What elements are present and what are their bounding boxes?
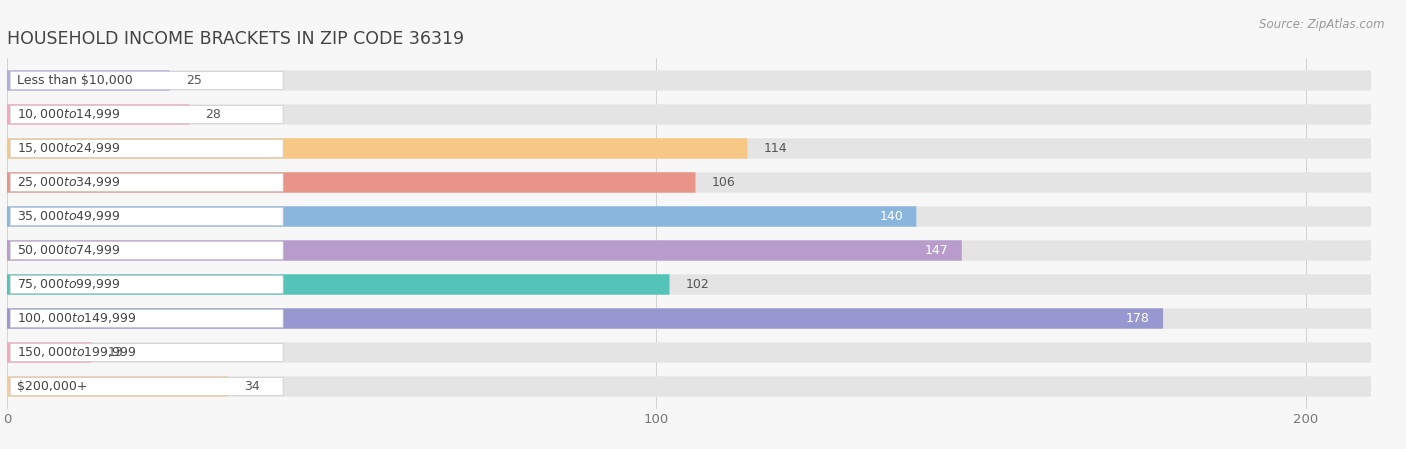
FancyBboxPatch shape bbox=[10, 140, 283, 157]
FancyBboxPatch shape bbox=[10, 72, 283, 89]
FancyBboxPatch shape bbox=[7, 70, 1371, 91]
FancyBboxPatch shape bbox=[7, 70, 170, 91]
Text: 106: 106 bbox=[711, 176, 735, 189]
FancyBboxPatch shape bbox=[7, 206, 917, 227]
Text: 28: 28 bbox=[205, 108, 221, 121]
Text: 140: 140 bbox=[880, 210, 903, 223]
FancyBboxPatch shape bbox=[7, 376, 228, 396]
Text: $150,000 to $199,999: $150,000 to $199,999 bbox=[17, 345, 136, 360]
Text: Source: ZipAtlas.com: Source: ZipAtlas.com bbox=[1260, 18, 1385, 31]
FancyBboxPatch shape bbox=[7, 138, 748, 158]
FancyBboxPatch shape bbox=[7, 376, 1371, 396]
Text: $25,000 to $34,999: $25,000 to $34,999 bbox=[17, 176, 121, 189]
Text: 13: 13 bbox=[108, 346, 124, 359]
Text: $200,000+: $200,000+ bbox=[17, 380, 87, 393]
FancyBboxPatch shape bbox=[7, 342, 91, 363]
FancyBboxPatch shape bbox=[7, 172, 696, 193]
FancyBboxPatch shape bbox=[10, 310, 283, 327]
Text: $75,000 to $99,999: $75,000 to $99,999 bbox=[17, 277, 121, 291]
FancyBboxPatch shape bbox=[7, 206, 1371, 227]
FancyBboxPatch shape bbox=[7, 240, 1371, 261]
Text: 178: 178 bbox=[1126, 312, 1150, 325]
Text: $10,000 to $14,999: $10,000 to $14,999 bbox=[17, 107, 121, 122]
FancyBboxPatch shape bbox=[7, 274, 1371, 295]
Text: 34: 34 bbox=[245, 380, 260, 393]
FancyBboxPatch shape bbox=[7, 172, 1371, 193]
Text: 147: 147 bbox=[925, 244, 949, 257]
FancyBboxPatch shape bbox=[10, 106, 283, 123]
FancyBboxPatch shape bbox=[10, 343, 283, 361]
FancyBboxPatch shape bbox=[10, 242, 283, 260]
Text: $50,000 to $74,999: $50,000 to $74,999 bbox=[17, 243, 121, 257]
FancyBboxPatch shape bbox=[7, 240, 962, 261]
Text: $15,000 to $24,999: $15,000 to $24,999 bbox=[17, 141, 121, 155]
FancyBboxPatch shape bbox=[10, 378, 283, 395]
FancyBboxPatch shape bbox=[10, 174, 283, 191]
Text: Less than $10,000: Less than $10,000 bbox=[17, 74, 132, 87]
FancyBboxPatch shape bbox=[7, 104, 1371, 125]
FancyBboxPatch shape bbox=[10, 207, 283, 225]
FancyBboxPatch shape bbox=[7, 342, 1371, 363]
Text: 25: 25 bbox=[186, 74, 201, 87]
Text: $35,000 to $49,999: $35,000 to $49,999 bbox=[17, 210, 121, 224]
Text: 102: 102 bbox=[686, 278, 710, 291]
FancyBboxPatch shape bbox=[7, 308, 1371, 329]
FancyBboxPatch shape bbox=[7, 308, 1163, 329]
FancyBboxPatch shape bbox=[10, 276, 283, 293]
Text: $100,000 to $149,999: $100,000 to $149,999 bbox=[17, 312, 136, 326]
FancyBboxPatch shape bbox=[7, 104, 188, 125]
FancyBboxPatch shape bbox=[7, 138, 1371, 158]
FancyBboxPatch shape bbox=[7, 274, 669, 295]
Text: 114: 114 bbox=[763, 142, 787, 155]
Text: HOUSEHOLD INCOME BRACKETS IN ZIP CODE 36319: HOUSEHOLD INCOME BRACKETS IN ZIP CODE 36… bbox=[7, 31, 464, 48]
